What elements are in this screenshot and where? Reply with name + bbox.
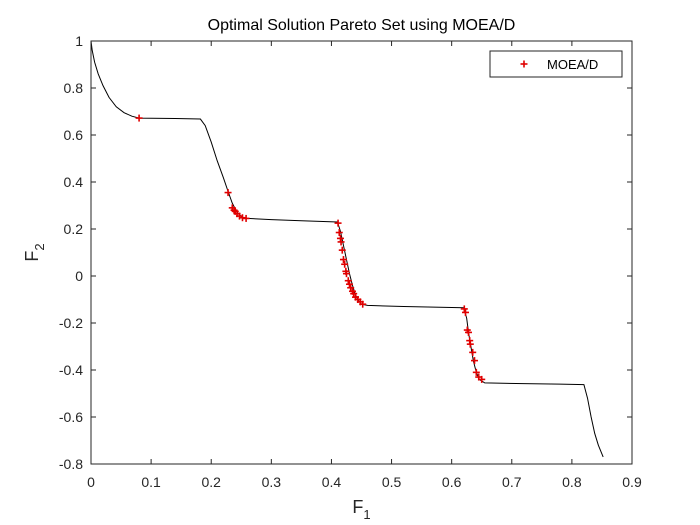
data-point (466, 340, 474, 348)
y-tick-label: 1 (75, 33, 83, 49)
data-point (344, 277, 352, 285)
data-point (350, 290, 358, 298)
x-axis-label: F1 (352, 497, 370, 522)
legend-label-moead: MOEA/D (547, 57, 598, 72)
x-tick-label: 0.6 (442, 474, 462, 490)
data-point (469, 348, 477, 356)
x-tick-label: 0.7 (502, 474, 522, 490)
data-point (341, 260, 349, 268)
x-tick-label: 0.1 (141, 474, 161, 490)
x-tick-label: 0.5 (382, 474, 402, 490)
y-tick-label: 0 (75, 268, 83, 284)
data-point (471, 357, 479, 365)
data-point (339, 256, 347, 264)
y-axis-label-base: F (22, 251, 42, 262)
data-point (347, 284, 355, 292)
data-point (342, 270, 350, 278)
data-point (224, 189, 232, 197)
x-tick-label: 0.9 (622, 474, 642, 490)
y-tick-label: 0.4 (64, 174, 84, 190)
legend-marker (520, 60, 528, 68)
data-point (460, 305, 468, 313)
data-point (337, 238, 345, 246)
data-point (472, 368, 480, 376)
x-tick-label: 0.3 (262, 474, 282, 490)
y-tick-label: -0.6 (59, 409, 83, 425)
legend-marker-plus (520, 60, 528, 68)
x-tick-label: 0 (87, 474, 95, 490)
chart-title: Optimal Solution Pareto Set using MOEA/D (208, 17, 516, 34)
y-axis-label: F2 (22, 243, 47, 261)
y-tick-label: 0.8 (64, 80, 84, 96)
legend-box (489, 50, 623, 78)
data-point (335, 229, 343, 237)
y-tick-label: -0.2 (59, 315, 83, 331)
data-point (461, 308, 469, 316)
y-axis-label-sub: 2 (32, 243, 47, 250)
data-point (230, 206, 238, 214)
data-point (338, 246, 346, 254)
y-tick-label: 0.2 (64, 221, 84, 237)
data-point (464, 328, 472, 336)
data-point (345, 280, 353, 288)
y-tick-label: 0.6 (64, 127, 84, 143)
y-tick-label: -0.8 (59, 456, 83, 472)
x-axis-label-base: F (352, 497, 363, 517)
data-point (334, 219, 342, 227)
data-point (242, 214, 250, 222)
x-axis-label-sub: 1 (363, 507, 370, 522)
data-point (478, 375, 486, 383)
tick-layer: 0 0.1 0.2 0.3 0.4 0.5 0.6 0.7 0.8 0.9 -0.8 -0.6 -0.4… (59, 33, 642, 490)
x-tick-label: 0.2 (201, 474, 221, 490)
plot-frame (90, 40, 633, 465)
y-tick-label: -0.4 (59, 362, 83, 378)
data-point (359, 300, 367, 308)
legend: MOEA/D (489, 50, 623, 78)
x-tick-label: 0.4 (322, 474, 342, 490)
data-point (135, 114, 143, 122)
plot-area (91, 41, 632, 464)
marker-layer (135, 114, 486, 383)
x-tick-label: 0.8 (562, 474, 582, 490)
